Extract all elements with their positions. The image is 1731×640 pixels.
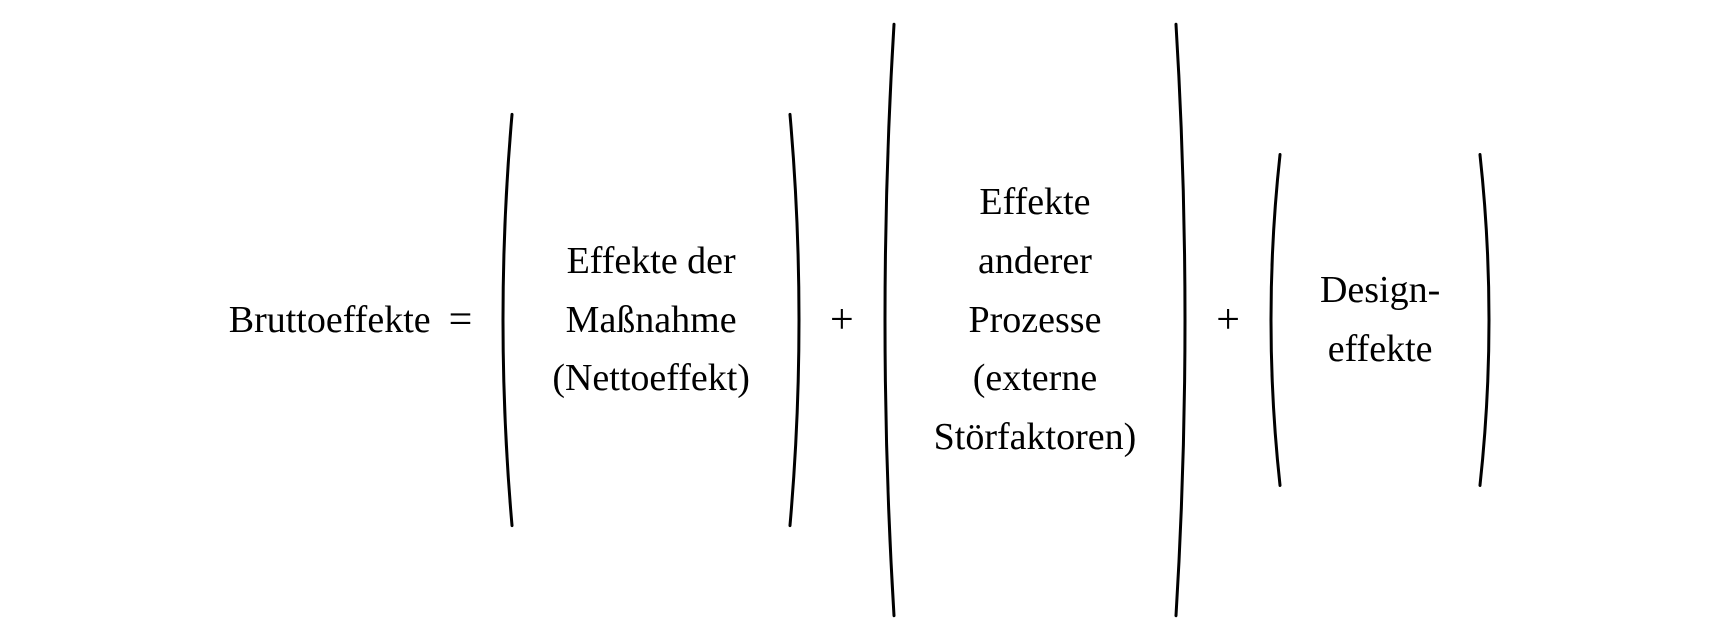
term-1: Effekte der Maßnahme (Nettoeffekt) <box>490 110 812 530</box>
left-paren-icon <box>490 110 516 530</box>
term-2-line: Prozesse <box>968 291 1101 350</box>
left-paren-icon <box>1258 150 1284 490</box>
term-3: Design- effekte <box>1258 150 1502 490</box>
lhs-label: Bruttoeffekte <box>229 298 431 342</box>
equals-sign: = <box>441 296 481 344</box>
term-2-line: Effekte <box>979 173 1090 232</box>
term-2-line: Störfaktoren) <box>934 408 1137 467</box>
term-3-body: Design- effekte <box>1284 150 1476 490</box>
term-1-line: Effekte der <box>567 232 736 291</box>
equation: Bruttoeffekte = Effekte der Maßnahme (Ne… <box>229 20 1503 620</box>
term-1-line: (Nettoeffekt) <box>552 349 750 408</box>
plus-sign: + <box>822 296 862 344</box>
term-1-line: Maßnahme <box>566 291 737 350</box>
term-2-line: (externe <box>973 349 1097 408</box>
term-2: Effekte anderer Prozesse (externe Störfa… <box>872 20 1199 620</box>
left-paren-icon <box>872 20 898 620</box>
plus-sign: + <box>1208 296 1248 344</box>
right-paren-icon <box>1172 20 1198 620</box>
term-3-line: Design- <box>1320 261 1440 320</box>
term-3-line: effekte <box>1328 320 1433 379</box>
term-1-body: Effekte der Maßnahme (Nettoeffekt) <box>516 110 786 530</box>
term-2-body: Effekte anderer Prozesse (externe Störfa… <box>898 20 1173 620</box>
right-paren-icon <box>786 110 812 530</box>
term-2-line: anderer <box>978 232 1092 291</box>
right-paren-icon <box>1476 150 1502 490</box>
